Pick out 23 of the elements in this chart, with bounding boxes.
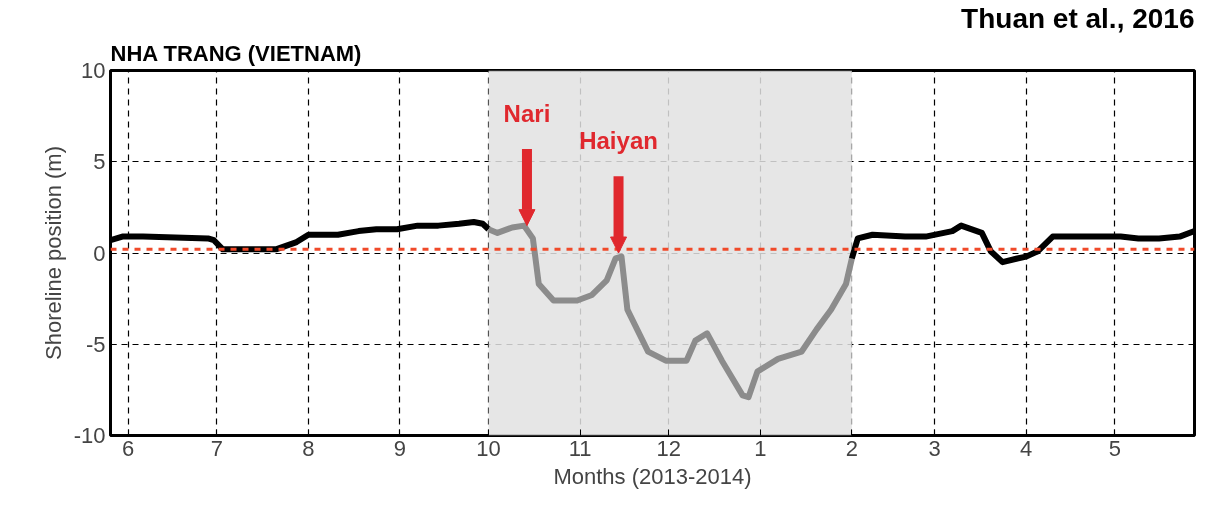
y-tick-label: 0 [93,240,106,266]
x-tick-label: 8 [302,435,315,461]
annotation: Nari [503,100,551,128]
x-tick-label: 4 [1020,435,1033,461]
y-tick-label: 10 [81,58,106,83]
x-tick-label: 5 [1108,435,1121,461]
x-tick-label: 10 [476,435,501,461]
x-tick-label: 6 [122,435,135,461]
x-tick-label: 12 [656,435,681,461]
y-tick-label: -10 [73,423,106,448]
text: Thuan et al., 2016 [961,2,1195,34]
annotation: Haiyan [579,127,658,155]
x-tick-label: 2 [845,435,859,461]
x-tick-label: 11 [568,435,592,461]
y-tick-label: -5 [85,331,106,357]
x-tick-label: 9 [393,435,407,461]
y-tick-label: 5 [93,149,106,175]
y-axis-title: Shoreline position (m) [40,146,66,360]
x-tick-label: 1 [754,435,767,461]
chart-title: NHA TRANG (VIETNAM) [110,40,362,66]
x-tick-label: 7 [210,435,223,461]
x-axis-title: Months (2013-2014) [553,463,752,489]
x-tick-label: 3 [928,435,941,461]
